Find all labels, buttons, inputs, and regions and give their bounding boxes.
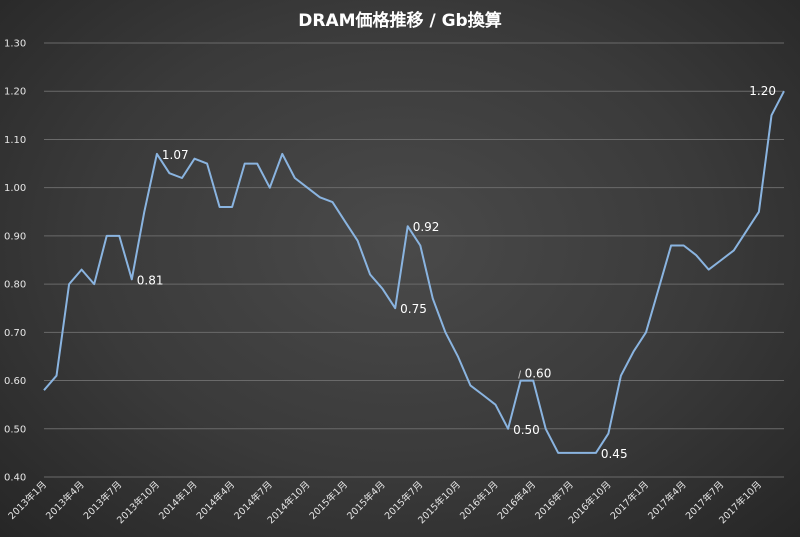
y-tick-label: 1.10 [4,135,26,146]
y-tick-label: 0.40 [4,473,26,484]
y-tick-label: 0.60 [4,376,26,387]
data-label: 0.60 [525,367,552,381]
y-tick-label: 1.20 [4,87,26,98]
x-tick-label: 2013年4月 [43,479,86,522]
y-tick-label: 0.50 [4,424,26,435]
x-tick-label: 2014年4月 [194,479,237,522]
data-label: 1.07 [162,148,189,162]
leader-line [518,370,522,379]
y-tick-label: 1.00 [4,183,26,194]
x-tick-label: 2017年1月 [608,479,651,522]
x-tick-label: 2017年4月 [645,479,688,522]
data-label: 0.45 [601,447,628,461]
x-tick-label: 2015年1月 [307,479,350,522]
data-label: 0.75 [400,302,427,316]
y-tick-label: 0.70 [4,328,26,339]
y-tick-label: 1.30 [4,39,26,50]
data-label: 0.92 [413,220,440,234]
data-label: 0.50 [513,423,540,437]
data-label: 0.81 [137,273,164,287]
x-tick-label: 2015年4月 [344,479,387,522]
data-label: 1.20 [749,84,776,98]
y-tick-label: 0.90 [4,231,26,242]
x-tick-label: 2014年1月 [156,479,199,522]
chart-title: DRAM価格推移 / Gb換算 [298,11,502,31]
series-line [43,90,785,454]
x-tick-label: 2016年4月 [495,479,538,522]
x-tick-label: 2013年1月 [6,479,49,522]
x-tick-label: 2016年1月 [457,479,500,522]
y-tick-label: 0.80 [4,280,26,291]
